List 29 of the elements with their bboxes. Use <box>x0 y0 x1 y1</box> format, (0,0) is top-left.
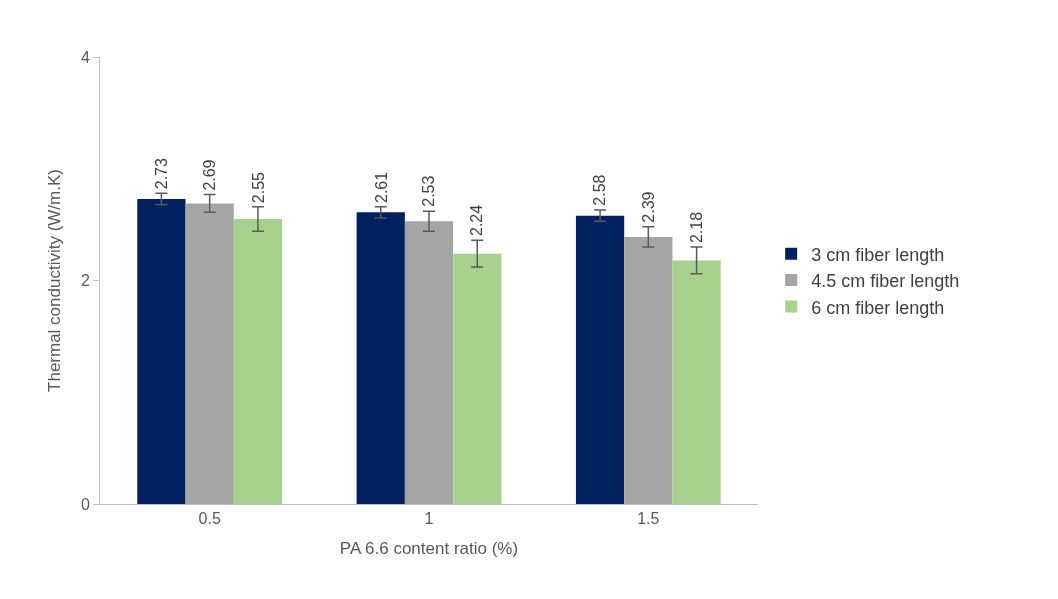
bar <box>575 215 625 504</box>
legend-label: 4.5 cm fiber length <box>811 271 960 292</box>
x-tick-label: 1 <box>424 510 434 528</box>
bar <box>233 219 283 504</box>
bar <box>137 198 186 504</box>
y-tick-label: 2 <box>80 272 90 290</box>
data-label: 2.61 <box>372 171 390 203</box>
legend-label: 3 cm fiber length <box>811 244 945 265</box>
data-label: 2.69 <box>200 159 218 191</box>
data-label: 2.24 <box>468 204 486 237</box>
bar <box>453 253 502 504</box>
data-label: 2.39 <box>639 191 657 223</box>
data-label: 2.55 <box>249 171 267 204</box>
data-label: 2.53 <box>420 175 438 207</box>
data-label: 2.58 <box>591 174 609 206</box>
bar <box>624 236 673 504</box>
y-axis-title: Thermal conductivity (W/m.K) <box>45 169 65 392</box>
data-label: 2.18 <box>688 211 706 244</box>
x-tick-label: 0.5 <box>198 510 221 528</box>
legend-label: 6 cm fiber length <box>811 297 945 318</box>
bar <box>672 260 721 504</box>
data-label: 2.73 <box>152 158 170 190</box>
bar <box>404 221 454 504</box>
y-tick-label: 4 <box>80 48 90 66</box>
bar <box>356 212 405 504</box>
x-tick-label: 1.5 <box>637 510 660 528</box>
x-axis-title: PA 6.6 content ratio (%) <box>339 538 519 558</box>
y-tick-label: 0 <box>80 495 90 513</box>
bar <box>185 203 234 504</box>
